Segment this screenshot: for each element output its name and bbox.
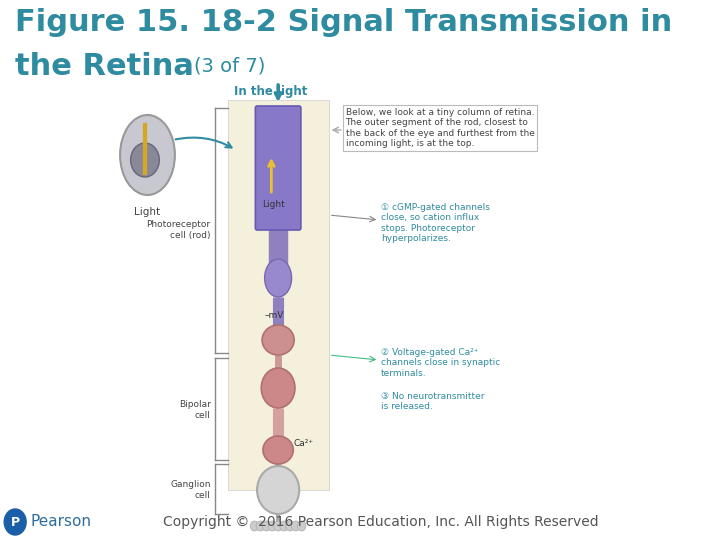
FancyBboxPatch shape bbox=[256, 106, 301, 230]
Circle shape bbox=[280, 521, 288, 531]
Circle shape bbox=[286, 521, 294, 531]
Circle shape bbox=[4, 509, 26, 535]
Text: Ganglion
cell: Ganglion cell bbox=[170, 480, 211, 500]
Text: P: P bbox=[11, 516, 19, 529]
Ellipse shape bbox=[120, 115, 175, 195]
Text: Figure 15. 18-2 Signal Transmission in: Figure 15. 18-2 Signal Transmission in bbox=[15, 8, 672, 37]
Ellipse shape bbox=[257, 466, 300, 514]
Text: Light: Light bbox=[135, 207, 161, 217]
Text: Ca²⁺: Ca²⁺ bbox=[293, 438, 313, 448]
Text: Bipolar
cell: Bipolar cell bbox=[179, 400, 211, 420]
Circle shape bbox=[262, 521, 271, 531]
Ellipse shape bbox=[265, 259, 292, 297]
Text: (3 of 7): (3 of 7) bbox=[194, 56, 265, 75]
Ellipse shape bbox=[261, 368, 295, 408]
Circle shape bbox=[268, 521, 276, 531]
Circle shape bbox=[251, 521, 258, 531]
Text: the Retina: the Retina bbox=[15, 52, 194, 81]
Circle shape bbox=[292, 521, 300, 531]
Text: Below, we look at a tiny column of retina.
The outer segment of the rod, closest: Below, we look at a tiny column of retin… bbox=[346, 108, 534, 148]
Bar bbox=[228, 100, 329, 490]
Text: Photoreceptor
cell (rod): Photoreceptor cell (rod) bbox=[147, 220, 211, 240]
Circle shape bbox=[274, 521, 282, 531]
Ellipse shape bbox=[263, 436, 293, 464]
Circle shape bbox=[256, 521, 265, 531]
Text: ③ No neurotransmitter
is released.: ③ No neurotransmitter is released. bbox=[381, 392, 485, 411]
Text: ② Voltage-gated Ca²⁺
channels close in synaptic
terminals.: ② Voltage-gated Ca²⁺ channels close in s… bbox=[381, 348, 500, 378]
Text: Copyright ©  2016 Pearson Education, Inc. All Rights Reserved: Copyright © 2016 Pearson Education, Inc.… bbox=[163, 515, 598, 529]
Text: In the light: In the light bbox=[234, 85, 307, 98]
Text: Pearson: Pearson bbox=[30, 515, 91, 530]
Circle shape bbox=[297, 521, 306, 531]
Text: Light: Light bbox=[263, 200, 285, 209]
Text: ① cGMP-gated channels
close, so cation influx
stops. Photoreceptor
hyperpolarize: ① cGMP-gated channels close, so cation i… bbox=[381, 203, 490, 243]
Text: –mV: –mV bbox=[264, 310, 284, 320]
Circle shape bbox=[130, 143, 159, 177]
Ellipse shape bbox=[262, 325, 294, 355]
